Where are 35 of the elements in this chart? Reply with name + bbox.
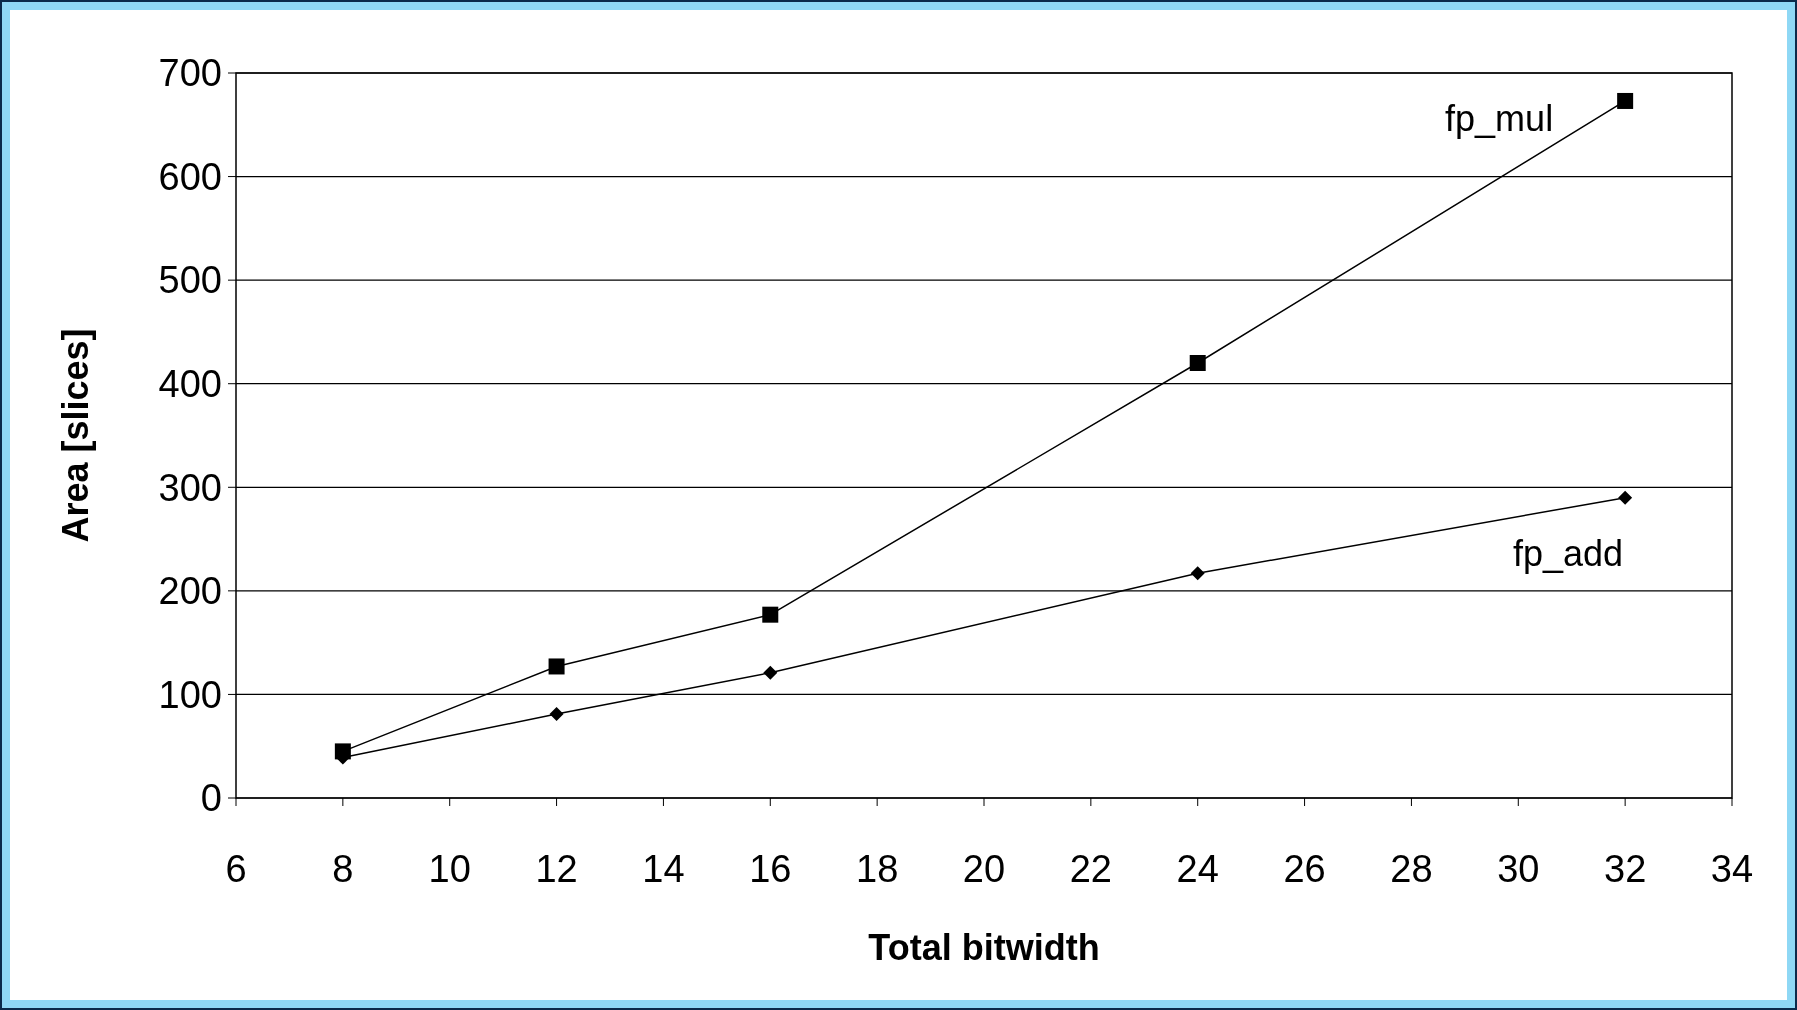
point: [762, 606, 779, 623]
point: [1189, 355, 1206, 371]
x-tick-label: 16: [749, 848, 792, 890]
x-tick-label: 30: [1497, 848, 1540, 890]
x-tick-label: 24: [1176, 848, 1219, 890]
x-tick-label: 18: [856, 848, 899, 890]
x-tick-label: 12: [535, 848, 578, 890]
y-tick-label: 500: [158, 259, 222, 302]
y-tick-label: 100: [158, 673, 222, 716]
point: [549, 707, 564, 722]
point: [1190, 566, 1205, 581]
series-label: fp_add: [1513, 532, 1624, 574]
y-tick-label: 200: [158, 570, 222, 613]
x-tick-label: 26: [1283, 848, 1326, 890]
x-tick-label: 8: [332, 848, 354, 890]
point: [763, 665, 778, 680]
x-tick-label: 14: [642, 848, 685, 890]
x-tick-label: 22: [1069, 848, 1112, 890]
series-label: fp_mul: [1445, 97, 1554, 139]
x-axis-title: Total bitwidth: [868, 927, 1100, 968]
y-tick-label: 600: [158, 155, 222, 198]
x-tick-label: 6: [225, 848, 247, 890]
x-tick-label: 20: [962, 848, 1006, 890]
y-tick-label: 300: [158, 466, 222, 509]
x-tick-label: 28: [1390, 848, 1433, 890]
point: [1617, 92, 1634, 109]
point: [548, 658, 565, 675]
y-tick-label: 0: [200, 777, 222, 820]
x-tick-label: 34: [1710, 848, 1754, 890]
y-tick-label: 400: [158, 363, 222, 406]
y-axis-title: Area [slices]: [55, 328, 96, 543]
y-tick-label: 700: [158, 52, 222, 95]
x-tick-label: 32: [1604, 848, 1647, 890]
point: [1618, 490, 1633, 505]
x-tick-label: 10: [428, 848, 471, 890]
